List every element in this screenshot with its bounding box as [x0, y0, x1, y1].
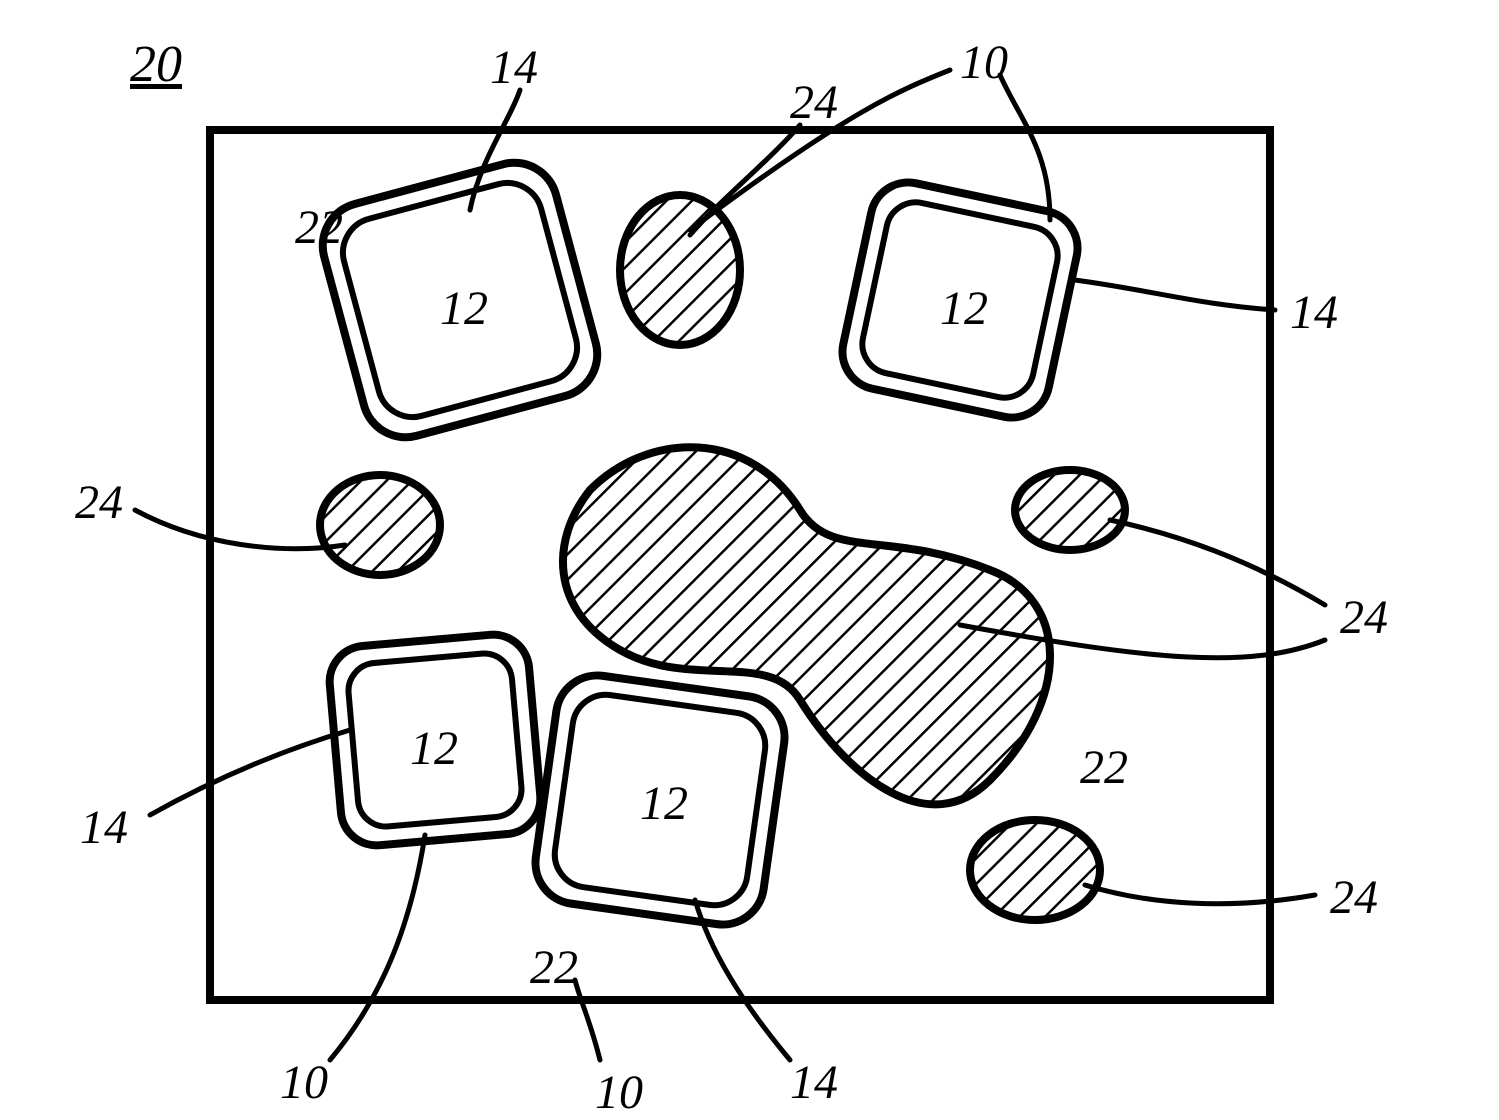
- leader-line: [330, 835, 425, 1060]
- label-24: 24: [1340, 590, 1388, 645]
- label-22: 22: [1080, 740, 1128, 795]
- hatched-region-24: [320, 475, 440, 575]
- patent-diagram: [0, 0, 1499, 1109]
- label-12: 12: [940, 281, 988, 336]
- label-22: 22: [295, 200, 343, 255]
- label-10: 10: [960, 35, 1008, 90]
- hatched-region-24: [1015, 470, 1125, 550]
- leader-line: [135, 510, 345, 549]
- leader-line: [1000, 75, 1050, 220]
- leader-line: [1075, 280, 1275, 310]
- label-14: 14: [490, 40, 538, 95]
- label-12: 12: [440, 281, 488, 336]
- label-12: 12: [410, 721, 458, 776]
- label-10: 10: [595, 1065, 643, 1120]
- label-14: 14: [1290, 285, 1338, 340]
- leader-line: [690, 125, 800, 235]
- label-24: 24: [790, 75, 838, 130]
- label-12: 12: [640, 776, 688, 831]
- label-14: 14: [790, 1055, 838, 1110]
- label-22: 22: [530, 940, 578, 995]
- hatched-region-24: [970, 820, 1100, 920]
- label-24: 24: [75, 475, 123, 530]
- leader-line: [575, 980, 600, 1060]
- leader-line: [150, 730, 350, 815]
- label-24: 24: [1330, 870, 1378, 925]
- leader-line: [1085, 885, 1315, 904]
- hatched-region-24: [620, 195, 740, 345]
- label-10: 10: [280, 1055, 328, 1110]
- leader-line: [1110, 520, 1325, 605]
- figure-title-label: 20: [130, 35, 182, 94]
- label-14: 14: [80, 800, 128, 855]
